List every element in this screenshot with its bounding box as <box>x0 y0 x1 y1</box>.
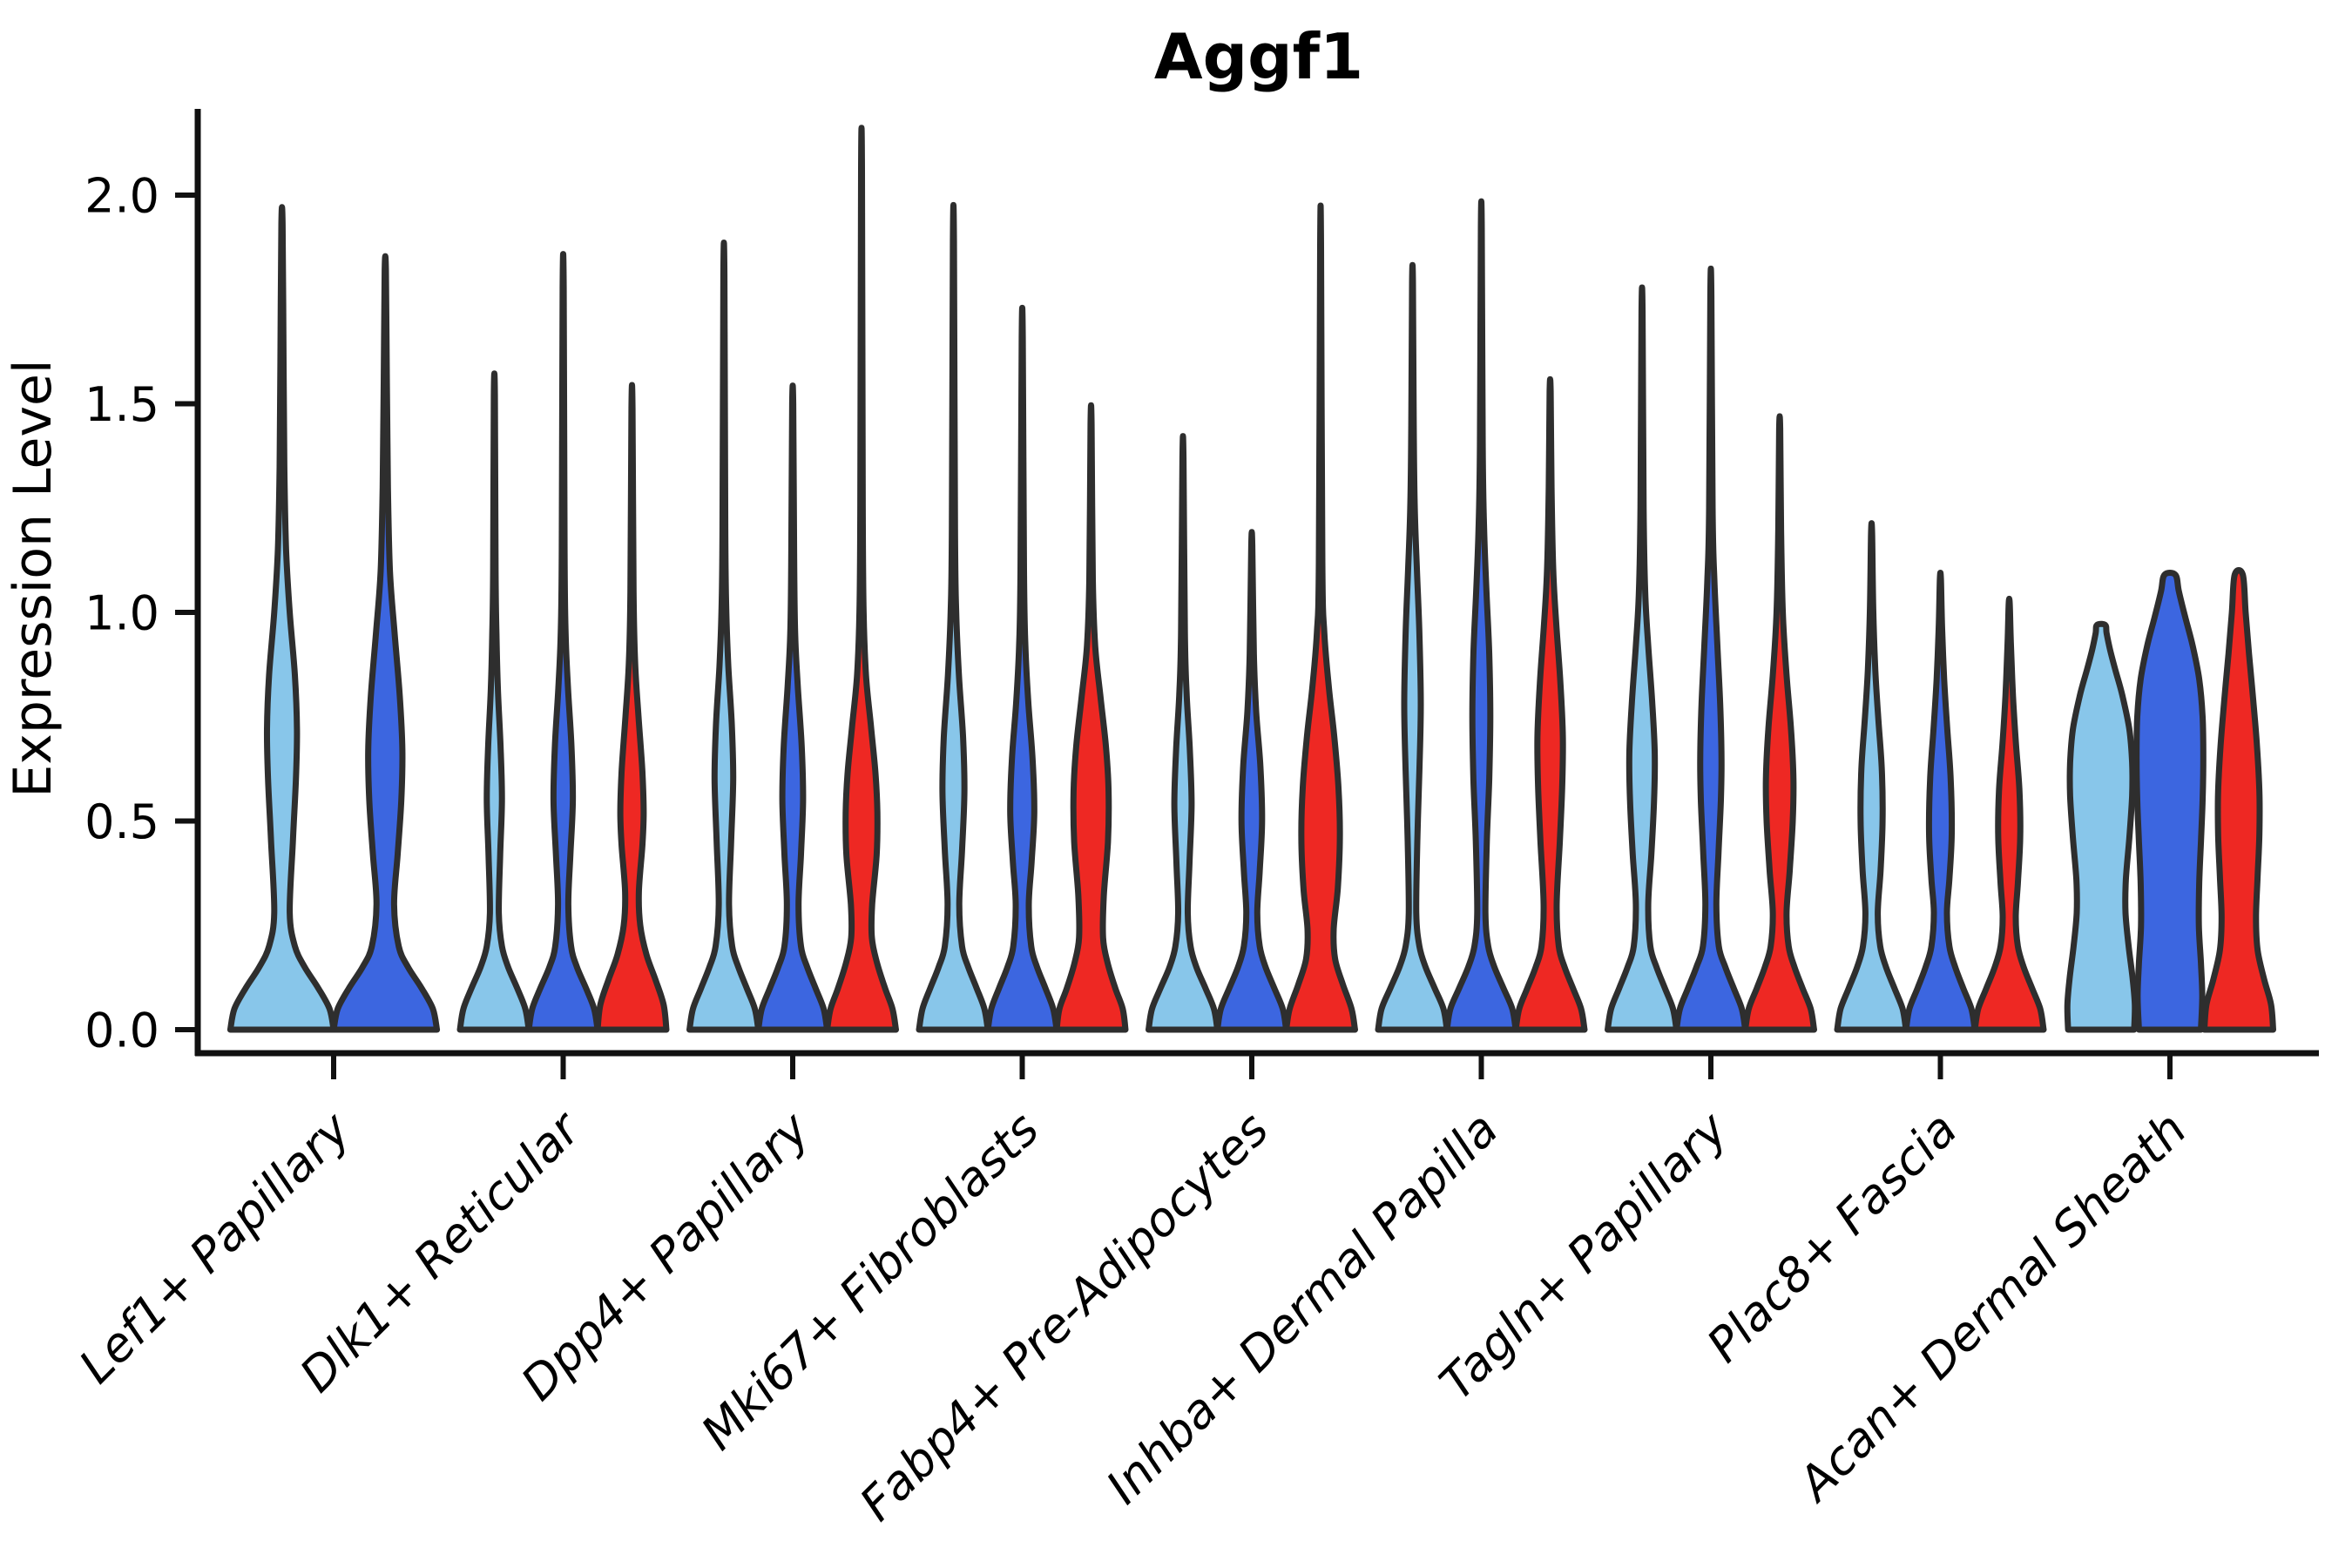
violin-fabp4-pre-adipocytes-red <box>1283 202 1358 1033</box>
violin-inhba-dermal-papilla-light_blue <box>1375 261 1450 1033</box>
violin-dlk1-reticular-dark_blue <box>525 251 601 1033</box>
violin-acan-dermal-sheath-light_blue <box>2064 620 2139 1033</box>
y-tick-label: 2.0 <box>84 168 159 223</box>
x-tick-label: Fabp4+ Pre-Adipocytes <box>849 1102 1279 1531</box>
y-axis-label: Expression Level <box>3 359 64 797</box>
violin-lef1-papillary-light_blue <box>226 204 337 1033</box>
y-tick-label: 1.5 <box>84 377 159 432</box>
violin-tagln-papillary-red <box>1742 413 1817 1033</box>
chart-title: Aggf1 <box>1154 20 1363 93</box>
violin-dpp4-papillary-light_blue <box>686 239 761 1033</box>
violin-dlk1-reticular-light_blue <box>456 370 532 1033</box>
y-tick-label: 0.0 <box>84 1003 159 1058</box>
violin-plac8-fascia-light_blue <box>1834 520 1909 1033</box>
x-tick-label: Inhba+ Dermal Papilla <box>1096 1102 1509 1515</box>
violin-dlk1-reticular-red <box>594 382 670 1033</box>
violin-mki67-fibroblasts-red <box>1053 402 1129 1033</box>
violin-tagln-papillary-light_blue <box>1605 284 1680 1033</box>
y-tick-label: 1.0 <box>84 585 159 640</box>
violin-fabp4-pre-adipocytes-dark_blue <box>1214 529 1289 1033</box>
violin-mki67-fibroblasts-light_blue <box>916 202 991 1033</box>
violin-dpp4-papillary-red <box>824 125 899 1033</box>
violin-fabp4-pre-adipocytes-light_blue <box>1146 433 1220 1033</box>
violin-tagln-papillary-dark_blue <box>1673 265 1748 1033</box>
violin-acan-dermal-sheath-red <box>2201 567 2276 1033</box>
violin-plac8-fascia-red <box>1971 595 2047 1033</box>
x-tick-label: Acan+ Dermal Sheath <box>1786 1102 2197 1513</box>
violin-plac8-fascia-dark_blue <box>1903 570 1978 1033</box>
violin-lef1-papillary-dark_blue <box>330 253 441 1033</box>
violin-mki67-fibroblasts-dark_blue <box>984 304 1060 1033</box>
y-tick-label: 0.5 <box>84 794 159 849</box>
violin-inhba-dermal-papilla-red <box>1512 375 1588 1033</box>
violin-dpp4-papillary-dark_blue <box>755 382 830 1033</box>
violin-acan-dermal-sheath-dark_blue <box>2133 570 2207 1033</box>
violin-inhba-dermal-papilla-dark_blue <box>1443 198 1519 1033</box>
